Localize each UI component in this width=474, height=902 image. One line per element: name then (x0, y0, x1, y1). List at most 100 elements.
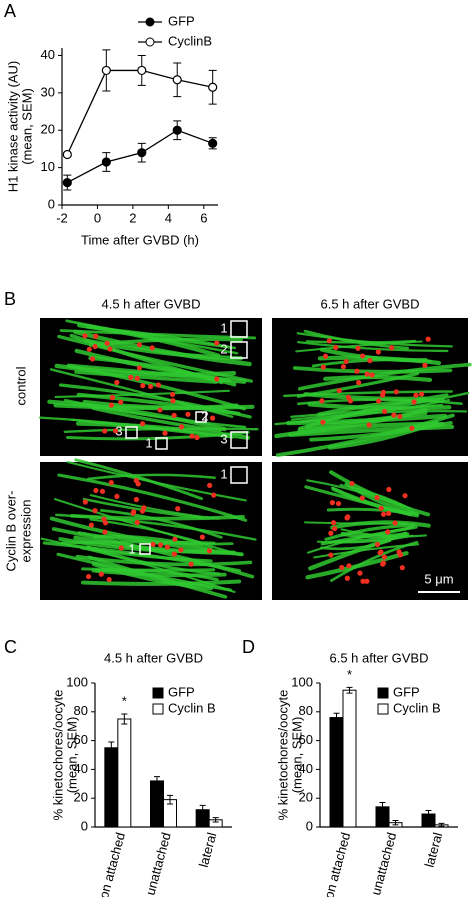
kinetochore (374, 494, 380, 501)
kinetochore (93, 333, 99, 339)
inset-box (230, 466, 248, 484)
chart-title: 4.5 h after GVBD (104, 650, 203, 665)
inset-label: 1 (128, 541, 135, 556)
kinetochore (360, 578, 366, 584)
data-point (101, 157, 111, 167)
kinetochore (134, 375, 140, 381)
kinetochore (92, 508, 98, 514)
kinetochore (333, 344, 339, 351)
inset-label: 2 (201, 408, 208, 423)
legend-swatch (377, 687, 389, 699)
kinetochore (199, 534, 205, 540)
y-tick-label: 0 (306, 818, 313, 833)
y-tick-label: 40 (299, 761, 313, 776)
kinetochore (381, 408, 388, 415)
spindle-fiber (306, 479, 405, 508)
spindle-fiber (69, 333, 224, 385)
kinetochore (98, 571, 104, 577)
kinetochore (206, 548, 212, 554)
kinetochore (211, 492, 217, 498)
kinetochore (82, 333, 88, 339)
x-tick-label: lateral (196, 831, 220, 869)
kinetochore (207, 482, 213, 488)
kinetochore (418, 391, 425, 397)
kinetochore (170, 398, 176, 404)
x-tick-label: -2 (56, 210, 68, 225)
legend-marker (145, 37, 155, 47)
legend-label: Cyclin B (168, 700, 216, 715)
spindle-fiber (304, 485, 413, 517)
y-tick-label: 0 (81, 818, 88, 833)
bar (329, 717, 344, 828)
y-tick-label: 60 (299, 732, 313, 747)
kinetochore (104, 340, 110, 346)
kinetochore (366, 422, 372, 428)
spindle-fiber (58, 537, 215, 554)
kinetochore (171, 412, 177, 418)
spindle-fiber (307, 402, 452, 411)
spindle-fiber (47, 399, 227, 432)
kinetochore (147, 383, 154, 390)
kinetochore (380, 560, 387, 566)
data-point (208, 138, 218, 148)
spindle-fiber (74, 370, 218, 384)
kinetochore (386, 510, 392, 517)
scale-bar-label: 5 μm (424, 571, 453, 586)
kinetochore (377, 550, 383, 556)
spindle-fiber (340, 528, 427, 538)
error-bar (392, 820, 399, 826)
spindle-fiber (91, 561, 214, 591)
spindle-fiber (303, 392, 428, 401)
kinetochore (175, 506, 181, 512)
legend-swatch (152, 687, 164, 699)
y-tick-label: 60 (74, 732, 88, 747)
kinetochore (328, 530, 334, 536)
inset-box (139, 543, 151, 555)
kinetochore (157, 407, 163, 413)
kinetochore (391, 412, 397, 418)
error-bar (425, 809, 432, 819)
y-tick-label: 100 (291, 674, 313, 689)
kinetochore (194, 434, 200, 441)
y-tick-label: 10 (41, 159, 55, 174)
x-tick-label: 2 (129, 210, 136, 225)
kinetochore (340, 364, 347, 370)
spindle-fiber (290, 410, 468, 421)
kinetochore (364, 371, 370, 377)
x-tick-label: 6 (200, 210, 207, 225)
bar (342, 689, 357, 828)
y-tick-label: 80 (74, 703, 88, 718)
kinetochore (82, 499, 88, 505)
kinetochore (164, 544, 170, 550)
kinetochore (411, 399, 417, 405)
kinetochore (335, 500, 342, 507)
kinetochore (320, 419, 326, 425)
error-bar (379, 802, 386, 812)
kinetochore (374, 541, 381, 548)
kinetochore (378, 505, 384, 511)
spindle-fiber (330, 520, 431, 530)
data-point (208, 82, 218, 92)
y-tick-label: 20 (299, 790, 313, 805)
x-axis-label: Time after GVBD (h) (81, 232, 199, 247)
kinetochore (369, 372, 375, 378)
kinetochore (102, 529, 108, 535)
bar (104, 747, 119, 828)
kinetochore (134, 519, 140, 526)
kinetochore (336, 387, 342, 394)
annotation: * (122, 693, 127, 708)
spindle-fiber (80, 546, 213, 563)
kinetochore (392, 520, 398, 526)
kinetochore (402, 493, 408, 499)
spindle-fiber (74, 458, 203, 501)
inset-box (155, 437, 168, 450)
inset-box (125, 426, 138, 439)
kinetochore (209, 415, 216, 421)
panel-label: C (4, 637, 17, 657)
inset-label: 2 (220, 341, 227, 356)
kinetochore (101, 516, 107, 522)
inset-label: 1 (220, 320, 227, 335)
kinetochore (114, 379, 120, 386)
legend-marker (145, 17, 155, 27)
y-axis-label: % kinetochores/oocyte (275, 690, 290, 821)
